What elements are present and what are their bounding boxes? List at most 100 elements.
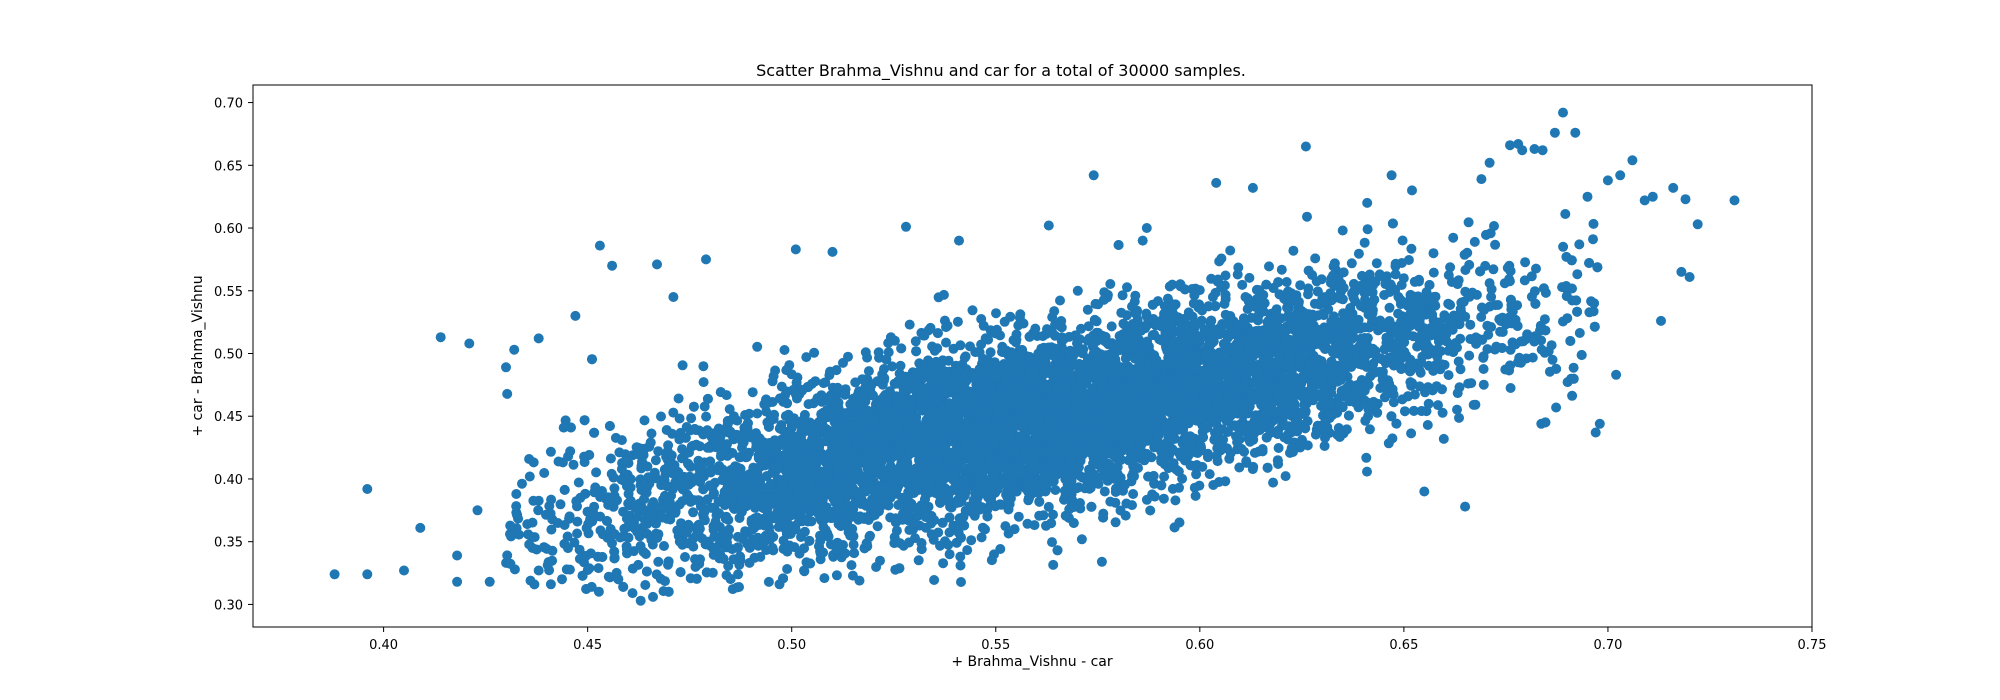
scatter-point [1346, 258, 1357, 269]
scatter-point [565, 446, 576, 457]
scatter-point [1293, 298, 1304, 309]
scatter-point [609, 483, 620, 494]
scatter-point [1452, 404, 1462, 415]
scatter-point [1396, 258, 1407, 268]
scatter-point [553, 456, 564, 467]
scatter-point [962, 545, 973, 556]
scatter-point [1000, 521, 1011, 532]
scatter-point [1414, 381, 1425, 392]
scatter-point [1422, 420, 1433, 430]
scatter-point [1122, 282, 1132, 293]
chart-title: Scatter Brahma_Vishnu and car for a tota… [756, 61, 1246, 81]
scatter-point [633, 511, 643, 522]
scatter-point [913, 555, 924, 566]
scatter-point [1588, 218, 1599, 229]
scatter-point [1505, 344, 1516, 355]
scatter-point [1225, 245, 1236, 256]
scatter-point [650, 455, 661, 466]
scatter-point [646, 428, 657, 439]
scatter-point [1297, 434, 1307, 445]
scatter-point [1216, 253, 1227, 264]
scatter-point [524, 471, 535, 482]
scatter-point [1588, 234, 1598, 245]
scatter-point [904, 319, 915, 330]
scatter-point [1393, 308, 1404, 319]
scatter-point [1364, 424, 1375, 435]
scatter-point [1242, 304, 1253, 314]
scatter-point [692, 521, 703, 531]
scatter-point [1405, 377, 1416, 388]
scatter-point [755, 551, 766, 562]
scatter-point [1276, 264, 1287, 275]
scatter-point [605, 453, 616, 464]
scatter-point [680, 552, 690, 562]
scatter-point [568, 459, 579, 470]
scatter-point [686, 413, 697, 424]
scatter-point [1378, 271, 1389, 282]
scatter-point [1399, 406, 1410, 417]
scatter-point [1520, 257, 1531, 268]
scatter-point [1316, 274, 1327, 285]
scatter-point [1558, 241, 1569, 252]
scatter-point [1572, 269, 1583, 280]
scatter-point [1013, 320, 1024, 331]
scatter-point [848, 539, 859, 550]
scatter-point [732, 582, 743, 593]
scatter-point [1493, 300, 1503, 310]
scatter-point [673, 393, 684, 404]
scatter-point [1574, 328, 1585, 338]
scatter-point [1504, 274, 1515, 285]
scatter-point [1191, 469, 1202, 480]
scatter-point [1121, 498, 1132, 509]
scatter-point [681, 527, 692, 538]
scatter-point [1288, 245, 1299, 256]
scatter-point [1406, 243, 1417, 254]
scatter-point [1445, 300, 1456, 310]
scatter-point [603, 571, 614, 582]
scatter-point [782, 564, 793, 574]
scatter-point [809, 347, 820, 358]
scatter-point [517, 478, 527, 489]
scatter-point [1326, 316, 1337, 327]
scatter-point [653, 556, 664, 567]
scatter-point [944, 549, 955, 560]
scatter-point [698, 377, 709, 388]
scatter-point [1110, 517, 1121, 528]
scatter-point [734, 513, 745, 523]
scatter-point [1390, 269, 1401, 280]
scatter-point [1244, 272, 1255, 283]
scatter-point [1076, 534, 1087, 545]
scatter-point [1478, 379, 1489, 390]
scatter-point [1048, 509, 1058, 520]
scatter-point [976, 532, 987, 543]
scatter-point [533, 565, 544, 576]
scatter-point [1055, 295, 1065, 306]
scatter-point [574, 544, 585, 555]
scatter-point [1207, 292, 1218, 302]
scatter-point [732, 542, 743, 553]
scatter-point [1505, 383, 1516, 393]
scatter-point [564, 564, 575, 575]
scatter-point [843, 351, 853, 362]
scatter-point [1076, 323, 1086, 334]
scatter-point [1438, 433, 1449, 444]
scatter-point [1568, 362, 1579, 373]
scatter-point [794, 548, 805, 559]
scatter-point [1162, 293, 1173, 304]
scatter-point [593, 586, 604, 597]
scatter-point [1546, 340, 1557, 351]
scatter-point [528, 457, 539, 468]
scatter-point [812, 393, 823, 404]
scatter-point [877, 379, 888, 390]
scatter-point [1454, 412, 1464, 423]
scatter-point [1562, 313, 1573, 324]
scatter-point [698, 361, 709, 372]
scatter-point [873, 347, 884, 358]
scatter-point [1280, 471, 1291, 482]
scatter-point [1208, 480, 1219, 490]
scatter-point [1488, 264, 1499, 275]
scatter-point [1264, 261, 1274, 272]
scatter-point [640, 549, 651, 559]
scatter-point [1560, 209, 1571, 219]
